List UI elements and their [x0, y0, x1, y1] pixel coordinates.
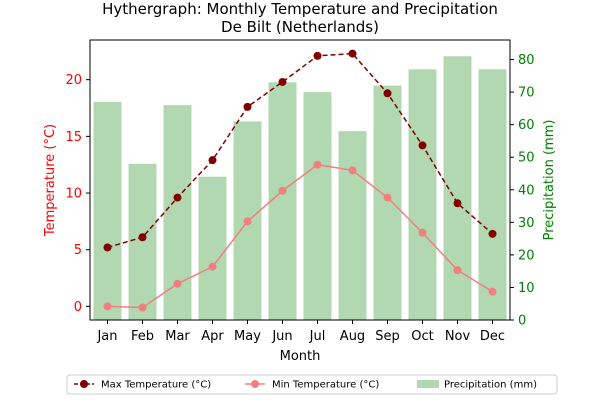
precipitation-bar: [93, 101, 122, 320]
min-temperature-point: [488, 287, 497, 296]
min-temperature-point: [208, 262, 217, 271]
max-temperature-point: [243, 102, 252, 111]
y-right-tick-label: 40: [518, 183, 535, 198]
min-temperature-point: [313, 160, 322, 169]
y-left-tick-label: 10: [65, 187, 82, 202]
legend-label: Min Temperature (°C): [272, 380, 379, 391]
max-temperature-point: [383, 89, 392, 98]
min-temperature-point: [453, 266, 462, 275]
y-left-axis-label: Temperature (°C): [43, 124, 58, 237]
x-tick-label: Feb: [131, 329, 154, 344]
x-tick-label: Dec: [480, 329, 505, 344]
legend-marker-swatch: [80, 380, 88, 388]
precipitation-bar: [373, 85, 402, 321]
min-temperature-point: [348, 166, 357, 175]
min-temperature-point: [278, 186, 287, 195]
precipitation-bar: [128, 163, 157, 320]
x-tick-label: Jun: [271, 329, 292, 344]
x-tick-label: Aug: [340, 329, 365, 344]
x-tick-label: Mar: [165, 329, 190, 344]
max-temperature-point: [488, 229, 497, 238]
y-right-tick-label: 20: [518, 248, 535, 263]
max-temperature-point: [208, 156, 217, 165]
x-tick-label: Jan: [96, 329, 117, 344]
legend-bar-swatch: [417, 380, 439, 388]
legend-label: Max Temperature (°C): [101, 380, 211, 391]
chart-title-line1: Hythergraph: Monthly Temperature and Pre…: [102, 0, 498, 18]
y-left-tick-label: 5: [74, 243, 82, 258]
y-right-tick-label: 0: [518, 314, 526, 329]
y-left-tick-label: 20: [65, 73, 82, 88]
max-temperature-point: [138, 233, 147, 242]
max-temperature-point: [313, 51, 322, 60]
max-temperature-point: [418, 141, 427, 150]
min-temperature-point: [418, 228, 427, 237]
max-temperature-point: [103, 243, 112, 252]
min-temperature-point: [103, 302, 112, 311]
max-temperature-point: [173, 193, 182, 202]
precipitation-bar: [268, 82, 297, 320]
x-tick-label: Oct: [411, 329, 433, 344]
min-temperature-point: [383, 193, 392, 202]
min-temperature-line: [107, 163, 493, 309]
max-temperature-point: [348, 49, 357, 58]
precipitation-bar: [163, 105, 192, 321]
y-left-tick-label: 0: [74, 300, 82, 315]
legend-box: [66, 374, 558, 395]
y-right-tick-label: 60: [518, 118, 535, 133]
precipitation-bar: [478, 69, 507, 320]
y-right-tick-label: 50: [518, 151, 535, 166]
x-tick-label: May: [234, 329, 261, 344]
y-right-tick-label: 80: [518, 53, 535, 68]
legend-label: Precipitation (mm): [444, 380, 537, 391]
max-temperature-point: [278, 77, 287, 86]
min-temperature-point: [243, 217, 252, 226]
max-temperature-line: [107, 52, 493, 249]
legend-marker-swatch: [251, 380, 259, 388]
y-right-tick-label: 70: [518, 86, 535, 101]
min-temperature-point: [138, 303, 147, 312]
min-temperature-point: [173, 279, 182, 288]
x-tick-label: Sep: [375, 329, 400, 344]
precipitation-bar: [198, 176, 227, 320]
y-right-tick-label: 30: [518, 216, 535, 231]
precipitation-bar: [408, 69, 437, 320]
y-left-tick-label: 15: [65, 130, 82, 145]
plot-frame: [89, 39, 511, 321]
chart-title-line2: De Bilt (Netherlands): [221, 18, 379, 36]
x-axis-label: Month: [280, 349, 321, 364]
x-tick-label: Nov: [445, 329, 471, 344]
x-tick-label: Jul: [309, 329, 326, 344]
y-right-tick-label: 10: [518, 281, 535, 296]
y-right-axis-label: Precipitation (mm): [542, 120, 557, 241]
max-temperature-point: [453, 199, 462, 208]
precipitation-bar: [303, 92, 332, 321]
x-tick-label: Apr: [201, 329, 224, 344]
precipitation-bar: [338, 131, 367, 320]
